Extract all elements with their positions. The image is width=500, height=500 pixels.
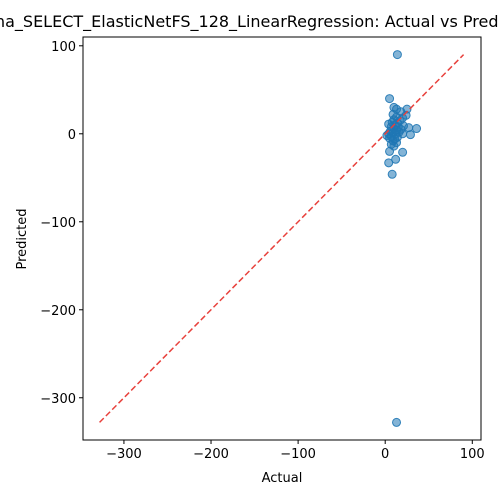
data-point: [392, 50, 402, 60]
data-point: [391, 154, 401, 164]
data-point: [384, 158, 394, 168]
data-point: [392, 417, 402, 427]
y-tick-label: −300: [40, 392, 76, 407]
x-tick-label: −100: [280, 447, 316, 462]
x-axis-label: Actual: [262, 471, 303, 486]
y-tick-label: −200: [40, 304, 76, 319]
x-tick-label: −300: [106, 447, 142, 462]
x-axis-ticks: −300 −200 −100 0 100: [106, 440, 485, 462]
y-tick-label: 0: [68, 128, 76, 143]
plot-frame: [82, 36, 482, 441]
y-axis-ticks: −300 −200 −100 0 100: [40, 40, 83, 407]
x-tick-label: 0: [381, 447, 389, 462]
x-tick-label: 100: [460, 447, 485, 462]
data-point: [385, 146, 395, 156]
data-point: [398, 147, 408, 157]
x-tick-label: −200: [193, 447, 229, 462]
data-point: [412, 124, 422, 134]
reference-line: [99, 54, 465, 423]
plot-marks: [99, 50, 465, 427]
y-axis-label: Predicted: [15, 208, 30, 269]
chart-title: Lcoma_SELECT_ElasticNetFS_128_LinearRegr…: [0, 12, 500, 32]
y-tick-label: −100: [40, 216, 76, 231]
data-point: [387, 169, 397, 179]
data-point: [385, 94, 395, 104]
data-point: [405, 130, 415, 140]
y-tick-label: 100: [51, 40, 76, 55]
